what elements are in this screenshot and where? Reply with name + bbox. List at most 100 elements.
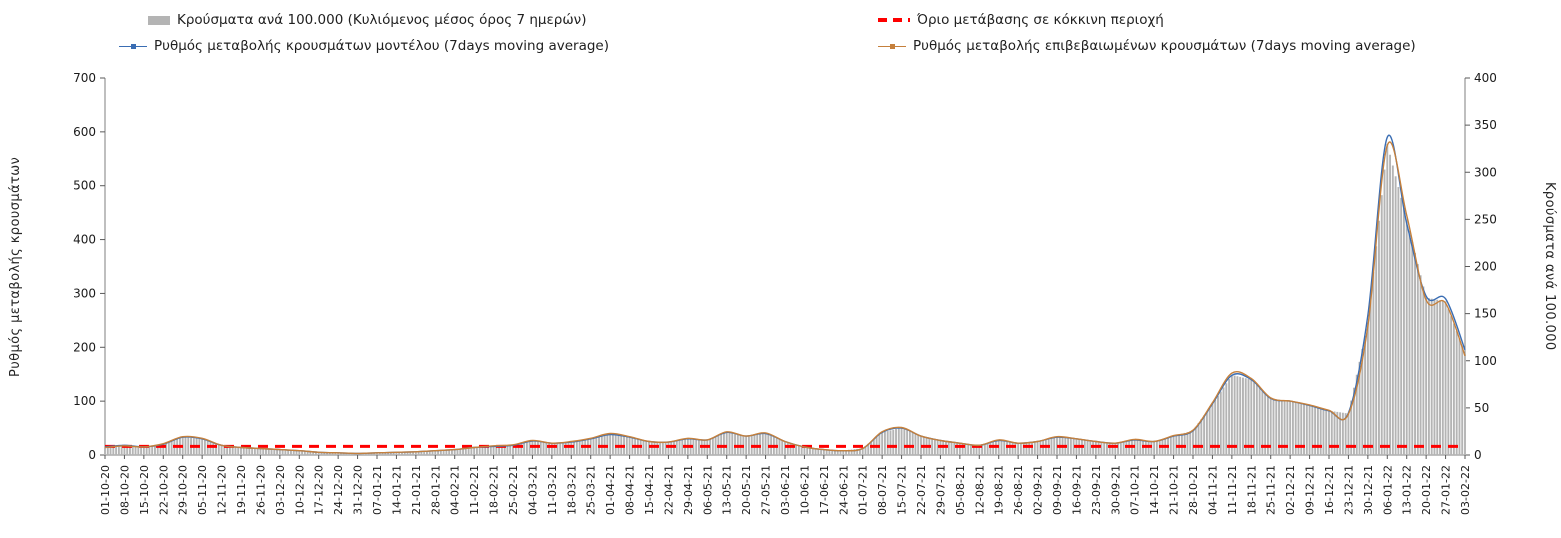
svg-text:21-01-21: 21-01-21: [410, 465, 423, 515]
svg-text:25-02-21: 25-02-21: [507, 465, 520, 515]
svg-text:12-08-21: 12-08-21: [973, 465, 986, 515]
svg-text:27-05-21: 27-05-21: [760, 465, 773, 515]
svg-text:50: 50: [1474, 401, 1489, 415]
svg-text:13-01-22: 13-01-22: [1401, 465, 1414, 515]
svg-text:21-10-21: 21-10-21: [1168, 465, 1181, 515]
svg-text:500: 500: [73, 179, 96, 193]
svg-text:11-11-21: 11-11-21: [1226, 465, 1239, 515]
legend-label-model-line: Ρυθμός μεταβολής κρουσμάτων μοντέλου (7d…: [154, 38, 610, 54]
right-axis-title: Κρούσματα ανά 100.000: [1542, 182, 1557, 351]
legend-item-confirmed-line: Ρυθμός μεταβολής επιβεβαιωμένων κρουσμάτ…: [878, 38, 1416, 54]
blue-line-swatch-icon: [119, 43, 147, 49]
dashed-line-swatch-icon: [878, 18, 910, 22]
svg-text:11-03-21: 11-03-21: [546, 465, 559, 515]
legend-item-cases-bars: Κρούσματα ανά 100.000 (Κυλιόμενος μέσος …: [148, 12, 586, 28]
svg-text:01-04-21: 01-04-21: [604, 465, 617, 515]
svg-text:28-01-21: 28-01-21: [429, 465, 442, 515]
svg-text:16-09-21: 16-09-21: [1070, 465, 1083, 515]
svg-text:28-10-21: 28-10-21: [1187, 465, 1200, 515]
svg-text:16-12-21: 16-12-21: [1323, 465, 1336, 515]
svg-text:08-04-21: 08-04-21: [624, 465, 637, 515]
svg-text:400: 400: [73, 233, 96, 247]
svg-text:14-01-21: 14-01-21: [390, 465, 403, 515]
svg-text:19-11-20: 19-11-20: [235, 465, 248, 515]
svg-text:22-07-21: 22-07-21: [915, 465, 928, 515]
legend-item-model-line: Ρυθμός μεταβολής κρουσμάτων μοντέλου (7d…: [119, 38, 609, 54]
svg-text:15-10-20: 15-10-20: [138, 465, 151, 515]
svg-text:30-09-21: 30-09-21: [1109, 465, 1122, 515]
svg-text:02-12-21: 02-12-21: [1284, 465, 1297, 515]
svg-text:20-05-21: 20-05-21: [740, 465, 753, 515]
svg-text:10-12-20: 10-12-20: [293, 465, 306, 515]
svg-text:07-01-21: 07-01-21: [371, 465, 384, 515]
svg-text:26-08-21: 26-08-21: [1012, 465, 1025, 515]
svg-text:25-11-21: 25-11-21: [1265, 465, 1278, 515]
bar-swatch-icon: [148, 15, 170, 25]
svg-text:04-02-21: 04-02-21: [449, 465, 462, 515]
svg-text:12-11-20: 12-11-20: [216, 465, 229, 515]
svg-text:03-06-21: 03-06-21: [779, 465, 792, 515]
legend-label-confirmed-line: Ρυθμός μεταβολής επιβεβαιωμένων κρουσμάτ…: [913, 38, 1416, 54]
svg-text:0: 0: [1474, 448, 1482, 462]
svg-text:600: 600: [73, 125, 96, 139]
svg-text:17-12-20: 17-12-20: [313, 465, 326, 515]
svg-text:400: 400: [1474, 71, 1497, 85]
svg-text:15-07-21: 15-07-21: [896, 465, 909, 515]
svg-text:29-10-20: 29-10-20: [177, 465, 190, 515]
svg-text:27-01-22: 27-01-22: [1440, 465, 1453, 515]
svg-text:31-12-20: 31-12-20: [352, 465, 365, 515]
svg-text:300: 300: [1474, 165, 1497, 179]
svg-text:18-03-21: 18-03-21: [565, 465, 578, 515]
svg-text:01-07-21: 01-07-21: [857, 465, 870, 515]
svg-text:08-07-21: 08-07-21: [876, 465, 889, 515]
legend-label-threshold: Όριο μετάβασης σε κόκκινη περιοχή: [917, 12, 1164, 28]
svg-text:08-10-20: 08-10-20: [118, 465, 131, 515]
svg-text:700: 700: [73, 71, 96, 85]
svg-text:250: 250: [1474, 212, 1497, 226]
svg-text:05-08-21: 05-08-21: [954, 465, 967, 515]
svg-text:03-12-20: 03-12-20: [274, 465, 287, 515]
svg-text:29-04-21: 29-04-21: [682, 465, 695, 515]
svg-text:06-05-21: 06-05-21: [701, 465, 714, 515]
svg-text:23-12-21: 23-12-21: [1342, 465, 1355, 515]
svg-text:07-10-21: 07-10-21: [1129, 465, 1142, 515]
svg-text:17-06-21: 17-06-21: [818, 465, 831, 515]
svg-text:24-12-20: 24-12-20: [332, 465, 345, 515]
legend-item-threshold: Όριο μετάβασης σε κόκκινη περιοχή: [878, 12, 1164, 28]
svg-text:04-11-21: 04-11-21: [1206, 465, 1219, 515]
svg-text:18-02-21: 18-02-21: [488, 465, 501, 515]
svg-text:09-09-21: 09-09-21: [1051, 465, 1064, 515]
svg-text:04-03-21: 04-03-21: [526, 465, 539, 515]
svg-text:29-07-21: 29-07-21: [934, 465, 947, 515]
svg-text:11-02-21: 11-02-21: [468, 465, 481, 515]
legend-label-cases-bars: Κρούσματα ανά 100.000 (Κυλιόμενος μέσος …: [177, 12, 587, 28]
svg-text:06-01-22: 06-01-22: [1381, 465, 1394, 515]
svg-text:15-04-21: 15-04-21: [643, 465, 656, 515]
orange-line-swatch-icon: [878, 43, 906, 49]
svg-text:01-10-20: 01-10-20: [99, 465, 112, 515]
svg-text:19-08-21: 19-08-21: [993, 465, 1006, 515]
svg-text:03-02-22: 03-02-22: [1459, 465, 1472, 515]
svg-text:02-09-21: 02-09-21: [1032, 465, 1045, 515]
svg-text:25-03-21: 25-03-21: [585, 465, 598, 515]
svg-text:100: 100: [1474, 354, 1497, 368]
svg-text:26-11-20: 26-11-20: [254, 465, 267, 515]
svg-text:100: 100: [73, 394, 96, 408]
svg-text:350: 350: [1474, 118, 1497, 132]
svg-text:200: 200: [73, 340, 96, 354]
svg-text:30-12-21: 30-12-21: [1362, 465, 1375, 515]
svg-text:150: 150: [1474, 307, 1497, 321]
svg-text:09-12-21: 09-12-21: [1304, 465, 1317, 515]
svg-text:22-04-21: 22-04-21: [662, 465, 675, 515]
svg-text:13-05-21: 13-05-21: [721, 465, 734, 515]
svg-text:23-09-21: 23-09-21: [1090, 465, 1103, 515]
svg-text:0: 0: [88, 448, 96, 462]
svg-text:05-11-20: 05-11-20: [196, 465, 209, 515]
svg-text:24-06-21: 24-06-21: [837, 465, 850, 515]
svg-text:20-01-22: 20-01-22: [1420, 465, 1433, 515]
svg-text:22-10-20: 22-10-20: [157, 465, 170, 515]
svg-text:200: 200: [1474, 260, 1497, 274]
svg-text:18-11-21: 18-11-21: [1245, 465, 1258, 515]
